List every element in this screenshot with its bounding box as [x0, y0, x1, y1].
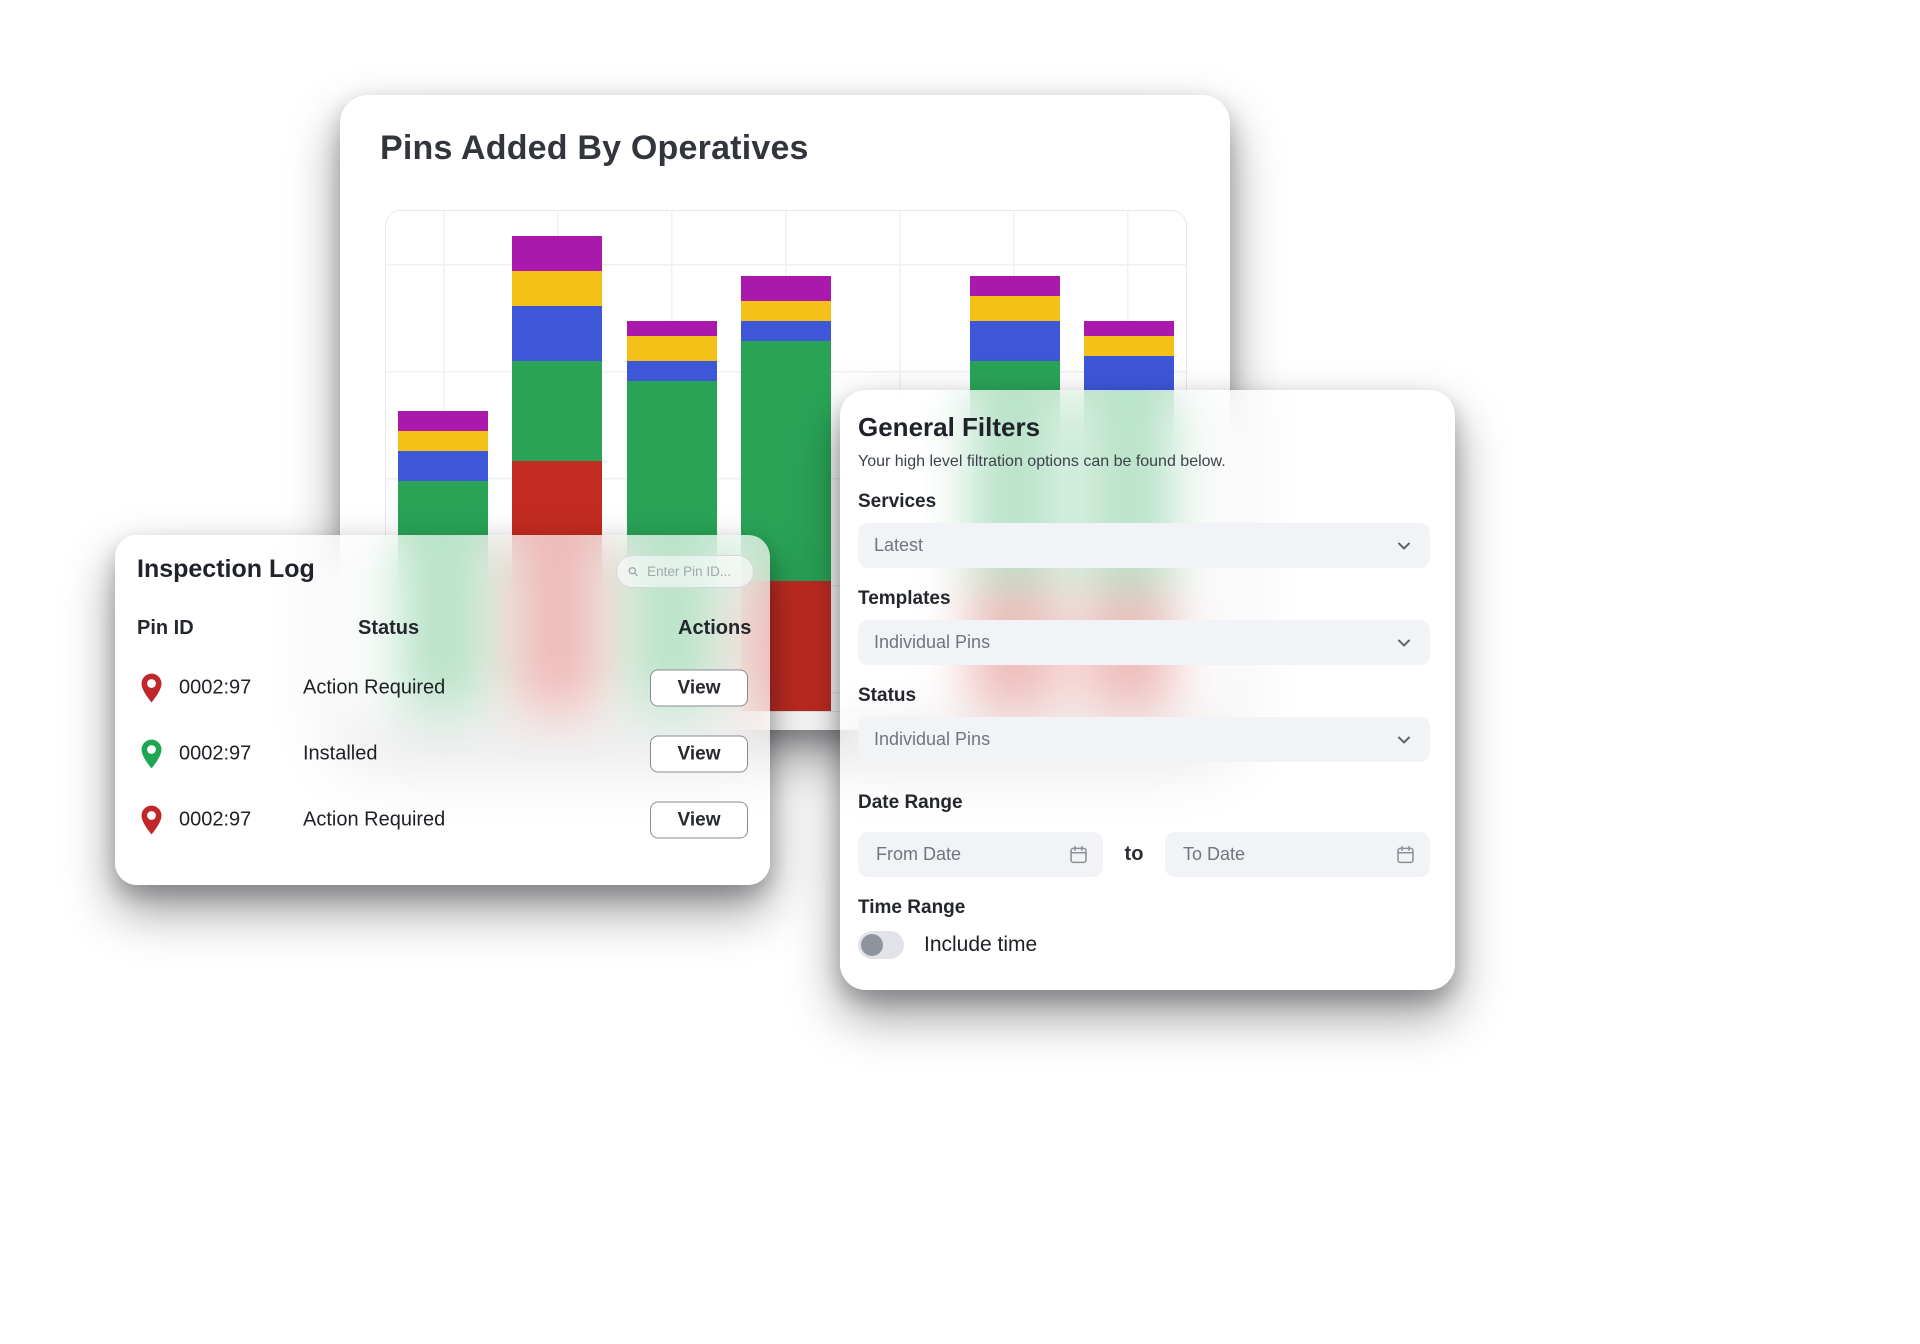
map-pin-icon: [140, 673, 163, 704]
to-date-placeholder: To Date: [1182, 844, 1246, 864]
table-row: 0002:97 Installed View: [115, 721, 770, 787]
calendar-icon: [1070, 845, 1087, 864]
status-cell: Action Required: [303, 676, 446, 699]
chart-title: Pins Added By Operatives: [380, 129, 809, 167]
status-cell: Installed: [303, 742, 378, 765]
map-pin-icon: [140, 805, 163, 836]
bar-segment-yellow: [741, 301, 831, 321]
column-header-actions: Actions: [678, 617, 752, 639]
time-range-row: Include time: [858, 931, 1430, 959]
bar-segment-purple: [969, 276, 1060, 296]
templates-label: Templates: [858, 588, 951, 609]
inspection-log-title: Inspection Log: [137, 555, 315, 583]
include-time-toggle[interactable]: [858, 931, 904, 959]
date-range-label: Date Range: [858, 792, 963, 813]
from-date-placeholder: From Date: [876, 844, 962, 864]
bar-segment-blue: [512, 306, 603, 361]
search-icon: [628, 567, 638, 577]
bar-segment-blue: [398, 451, 489, 481]
services-label: Services: [858, 491, 937, 512]
general-filters-card: General Filters Your high level filtrati…: [840, 390, 1455, 990]
table-row: 0002:97 Action Required View: [115, 655, 770, 721]
to-date-input[interactable]: To Date: [1164, 832, 1430, 877]
bar-segment-purple: [1083, 321, 1174, 336]
status-cell: Action Required: [303, 808, 446, 831]
pin-search-input[interactable]: [645, 563, 743, 580]
calendar-icon: [1397, 845, 1414, 864]
bar-segment-blue: [626, 361, 717, 381]
bar-segment-blue: [1083, 356, 1174, 391]
date-range-separator: to: [1124, 843, 1144, 865]
bar-segment-purple: [626, 321, 717, 336]
table-body: 0002:97 Action Required View 0002:97 Ins…: [115, 655, 770, 853]
bar-segment-yellow: [1083, 336, 1174, 356]
toggle-knob: [861, 934, 883, 956]
status-label: Status: [858, 685, 917, 706]
bar-segment-yellow: [512, 271, 603, 306]
table-header-row: Pin ID Status Actions: [115, 617, 770, 643]
bar-segment-green: [512, 361, 603, 461]
time-range-label: Time Range: [858, 897, 966, 918]
chevron-down-icon: [1398, 639, 1410, 646]
view-button[interactable]: View: [650, 801, 748, 839]
bar-segment-yellow: [969, 296, 1060, 321]
view-button[interactable]: View: [650, 669, 748, 707]
pin-id-cell: 0002:97: [179, 676, 252, 699]
column-header-status: Status: [358, 617, 420, 639]
chevron-down-icon: [1398, 736, 1410, 743]
map-pin-icon: [140, 739, 163, 770]
bar-segment-purple: [741, 276, 831, 301]
pin-id-cell: 0002:97: [179, 808, 252, 831]
bar-segment-purple: [398, 411, 489, 431]
table-row: 0002:97 Action Required View: [115, 787, 770, 853]
templates-dropdown[interactable]: Individual Pins: [858, 620, 1430, 665]
pin-id-cell: 0002:97: [179, 742, 252, 765]
general-filters-title: General Filters: [858, 412, 1041, 442]
bar-segment-blue: [969, 321, 1060, 361]
status-dropdown[interactable]: Individual Pins: [858, 717, 1430, 762]
bar-segment-yellow: [626, 336, 717, 361]
pin-search-box: [616, 555, 754, 588]
services-dropdown[interactable]: Latest: [858, 523, 1430, 568]
chevron-down-icon: [1398, 542, 1410, 549]
bar-segment-purple: [512, 236, 603, 271]
status-dropdown-value: Individual Pins: [874, 729, 991, 749]
inspection-log-card: Inspection Log Pin ID Status Actions 000…: [115, 535, 770, 885]
view-button[interactable]: View: [650, 735, 748, 773]
date-range-row: From Date to To Date: [858, 832, 1430, 877]
include-time-label: Include time: [924, 933, 1038, 956]
templates-dropdown-value: Individual Pins: [874, 632, 991, 652]
column-header-pin-id: Pin ID: [137, 617, 194, 639]
bar-segment-blue: [741, 321, 831, 341]
bar-segment-yellow: [398, 431, 489, 451]
from-date-input[interactable]: From Date: [858, 832, 1103, 877]
general-filters-subtitle: Your high level filtration options can b…: [858, 453, 1226, 470]
services-dropdown-value: Latest: [874, 535, 924, 555]
